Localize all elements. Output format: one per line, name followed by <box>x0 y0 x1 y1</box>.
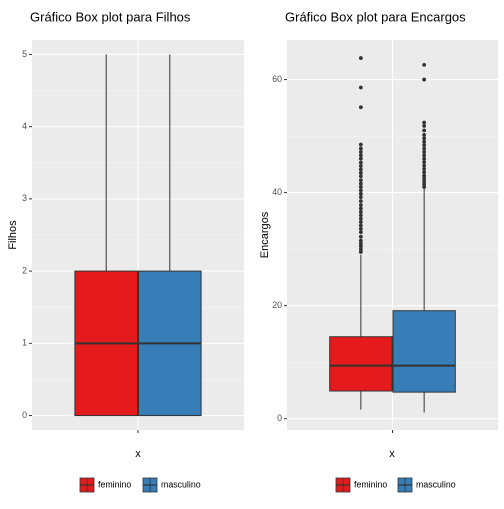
y-tick-label: 3 <box>22 193 27 203</box>
y-tick-label: 60 <box>272 74 282 84</box>
outlier-point <box>422 166 427 171</box>
outlier-point <box>422 185 427 189</box>
outlier-point <box>358 234 363 239</box>
outlier-point <box>358 216 363 221</box>
y-tick-label: 1 <box>22 338 27 348</box>
outlier-point <box>358 185 363 189</box>
y-axis-label: Filhos <box>7 220 19 250</box>
outlier-point <box>358 244 363 249</box>
chart-panel-1: Gráfico Box plot para Filhos 0 1 2 3 4 5 x Filho… <box>7 9 244 493</box>
outlier-point <box>358 195 363 200</box>
x-axis-label: x <box>135 448 141 460</box>
outlier-point <box>422 77 427 82</box>
y-tick-label: 0 <box>277 413 282 423</box>
outlier-point <box>358 226 363 231</box>
y-tick-label: 40 <box>272 187 282 197</box>
outlier-point <box>422 120 427 125</box>
outlier-point <box>422 124 427 128</box>
legend-label-masculino: masculino <box>416 479 456 489</box>
chart-title: Gráfico Box plot para Filhos <box>30 9 191 24</box>
legend-label-feminino: feminino <box>98 479 131 489</box>
outlier-point <box>358 203 363 207</box>
outlier-point <box>422 182 427 187</box>
outlier-point <box>358 209 363 214</box>
outlier-point <box>358 220 363 224</box>
outlier-point <box>422 153 427 158</box>
outlier-point <box>422 150 427 154</box>
outlier-point <box>358 238 363 243</box>
outlier-point <box>422 139 427 144</box>
outlier-point <box>422 128 427 133</box>
y-tick-label: 2 <box>22 265 27 275</box>
legend-label-masculino: masculino <box>161 479 201 489</box>
outlier-point <box>358 170 363 175</box>
outlier-point <box>358 241 363 246</box>
outlier-point <box>422 136 427 141</box>
outlier-point <box>358 247 363 252</box>
outlier-point <box>358 250 363 254</box>
x-axis-label: x <box>389 448 395 460</box>
chart-title: Gráfico Box plot para Encargos <box>285 9 466 24</box>
outlier-point <box>358 142 363 147</box>
outlier-point <box>422 173 427 178</box>
outlier-point <box>358 85 363 90</box>
outlier-point <box>358 181 363 186</box>
outlier-point <box>358 167 363 172</box>
outlier-point <box>422 133 427 137</box>
outlier-point <box>422 143 427 148</box>
outlier-point <box>358 56 363 60</box>
outlier-point <box>422 163 427 168</box>
outlier-point <box>358 174 363 179</box>
outlier-point <box>358 146 363 151</box>
outlier-point <box>422 176 427 181</box>
outlier-point <box>358 153 363 158</box>
y-axis-label: Encargos <box>259 211 271 258</box>
outlier-point <box>422 170 427 175</box>
outlier-point <box>358 213 363 218</box>
legend-label-feminino: feminino <box>354 479 387 489</box>
box-feminino <box>329 336 393 392</box>
outlier-point <box>422 62 427 67</box>
outlier-point <box>358 223 363 228</box>
outlier-point <box>358 199 363 203</box>
outlier-point <box>358 178 363 183</box>
outlier-point <box>422 160 427 164</box>
box-masculino <box>392 310 456 393</box>
outlier-point <box>358 105 363 110</box>
outlier-point <box>358 160 363 165</box>
outlier-point <box>358 191 363 196</box>
outlier-point <box>422 156 427 161</box>
y-tick-label: 5 <box>22 49 27 59</box>
outlier-point <box>358 206 363 211</box>
outlier-point <box>358 164 363 168</box>
y-tick-label: 20 <box>272 300 282 310</box>
y-tick-label: 0 <box>22 410 27 420</box>
chart-panel-2: Gráfico Box plot para Encargos 0 20 40 60 x En… <box>259 9 498 493</box>
outlier-point <box>358 230 363 235</box>
outlier-point <box>422 179 427 184</box>
y-tick-label: 4 <box>22 121 27 131</box>
outlier-point <box>358 156 363 161</box>
outlier-point <box>358 150 363 154</box>
outlier-point <box>422 146 427 151</box>
outlier-point <box>358 188 363 193</box>
